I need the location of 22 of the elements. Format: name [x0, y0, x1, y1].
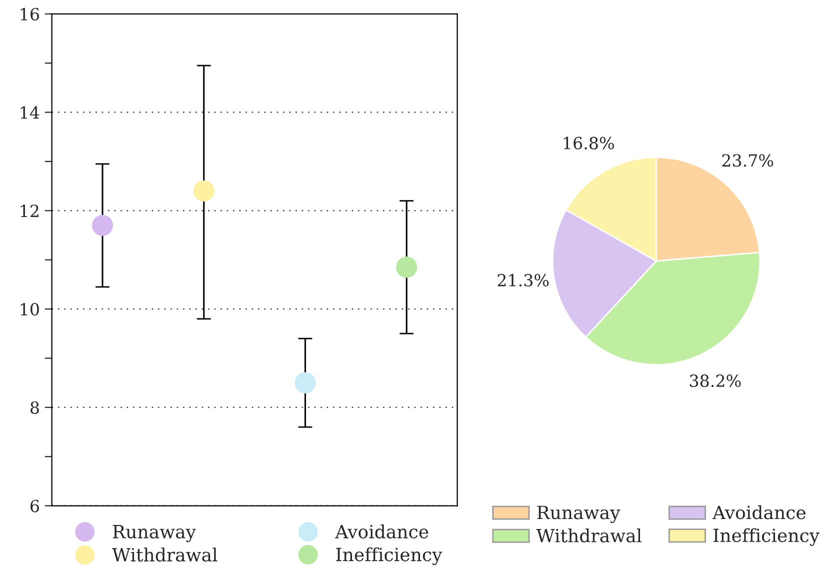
y-tick-label: 10: [20, 302, 39, 316]
y-tick-label: 8: [30, 401, 39, 414]
data-label: 21.3%: [498, 274, 549, 286]
legend-label: Withdrawal: [112, 548, 218, 562]
y-tick-label: 16: [20, 8, 39, 20]
point: [396, 256, 418, 278]
point: [294, 372, 316, 394]
legend-label: Inefficiency: [336, 547, 442, 566]
legend-label: Avoidance: [335, 524, 428, 538]
data-label: 23.7%: [722, 154, 774, 167]
y-tick-label: 14: [20, 106, 40, 119]
legend-label: Avoidance: [712, 505, 806, 520]
point: [92, 214, 114, 236]
legend-label: Runaway: [537, 506, 620, 524]
point: [193, 180, 214, 202]
legend-label: Runaway: [112, 525, 196, 542]
data-label: 16.8%: [564, 136, 614, 150]
legend-label: Inefficiency: [714, 528, 820, 546]
legend-label: Withdrawal: [536, 528, 642, 542]
y-tick-label: 12: [20, 204, 38, 217]
y-tick-label: 6: [30, 500, 39, 512]
data-label: 38.2%: [690, 374, 741, 388]
